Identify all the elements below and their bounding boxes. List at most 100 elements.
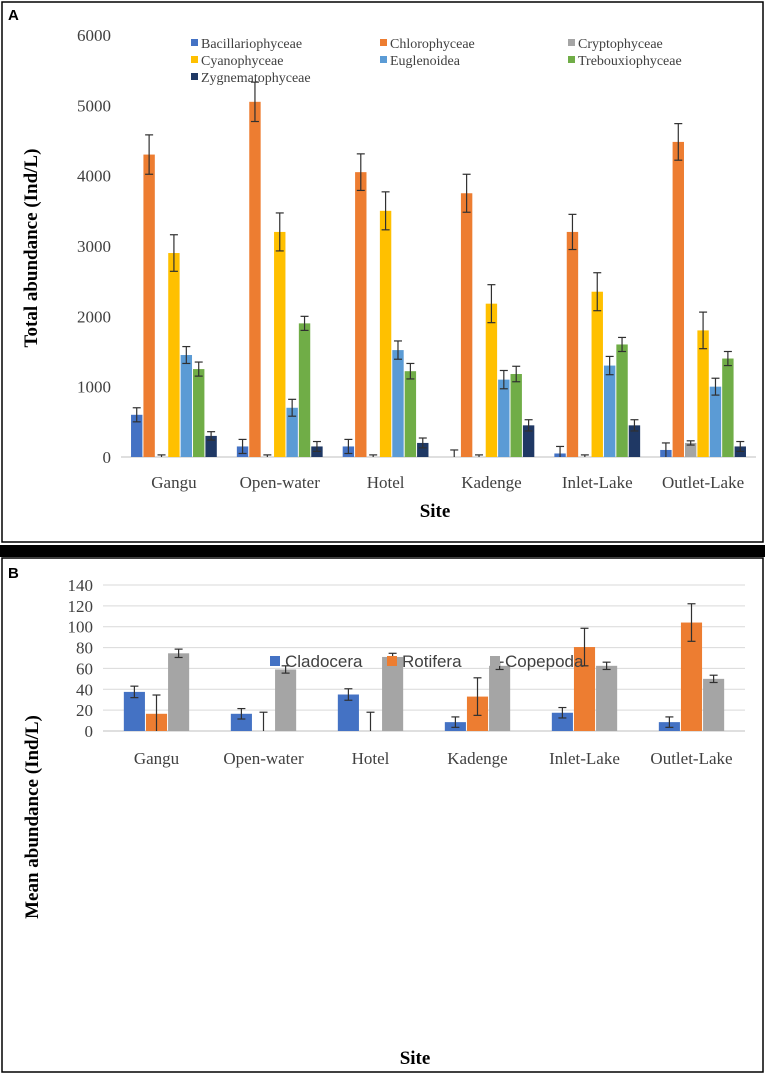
chart-a-error-bar-bacillariophyceae-outlet-lake bbox=[661, 442, 670, 457]
chart-a-bar-cyanophyceae-kadenge bbox=[485, 303, 498, 457]
chart-a-bar-chlorophyceae-gangu bbox=[143, 154, 155, 458]
chart-a-bar-bacillariophyceae-gangu bbox=[131, 414, 143, 457]
panel-a-y-axis-title: Total abundance (Ind/L) bbox=[21, 149, 42, 348]
chart-a-bar-chlorophyceae-hotel bbox=[355, 172, 367, 457]
chart-a-y-tick-label: 2000 bbox=[77, 307, 111, 326]
chart-a-bar-euglenoidea-hotel bbox=[392, 350, 404, 457]
chart-a-y-tick-label: 0 bbox=[103, 448, 112, 467]
chart-b-bar-rotifera-inlet-lake bbox=[573, 647, 596, 731]
chart-a-error-bar-trebouxiophyceae-inlet-lake bbox=[618, 336, 627, 353]
panel-b-label: B bbox=[8, 565, 19, 582]
chart-a-legend-label-euglenoidea: Euglenoidea bbox=[390, 54, 461, 69]
chart-a-error-bar-euglenoidea-open-water bbox=[288, 398, 297, 417]
chart-a-error-bar-trebouxiophyceae-gangu bbox=[194, 361, 203, 377]
chart-b-y-tick-label: 140 bbox=[68, 576, 94, 595]
chart-a-bar-cyanophyceae-open-water bbox=[274, 231, 286, 457]
chart-b-legend-label-rotifera: Rotifera bbox=[402, 652, 462, 671]
panel-a: A 0 1000 2000 3000 4000 5000 6000 Gangu Open-wa… bbox=[1, 1, 764, 543]
chart-b-bar-copepoda-kadenge bbox=[489, 665, 511, 731]
chart-a-error-bar-cryptophyceae-gangu bbox=[157, 454, 166, 457]
chart-a-bar-euglenoidea-inlet-lake bbox=[603, 365, 616, 457]
chart-b-bar-cladocera-hotel bbox=[337, 694, 359, 731]
chart-a-x-tick-outlet-lake: Outlet-Lake bbox=[662, 473, 744, 492]
chart-a-bar-zygnematophyceae-hotel bbox=[417, 442, 429, 457]
chart-a-error-bar-bacillariophyceae-hotel bbox=[344, 438, 353, 455]
chart-b-y-tick-label: 60 bbox=[76, 659, 93, 678]
chart-a-error-bar-chlorophyceae-outlet-lake bbox=[674, 123, 683, 161]
chart-b-error-bar-rotifera-kadenge bbox=[473, 677, 482, 716]
chart-b-error-bar-rotifera-gangu bbox=[152, 694, 161, 731]
chart-b-error-bar-copepoda-outlet-lake bbox=[709, 674, 718, 684]
chart-b-x-tick-gangu: Gangu bbox=[134, 749, 180, 768]
chart-b-error-bar-cladocera-inlet-lake bbox=[558, 706, 567, 719]
chart-a-error-bar-cyanophyceae-open-water bbox=[275, 212, 284, 252]
chart-a-y-tick-label: 4000 bbox=[77, 167, 111, 186]
chart-b-bar-copepoda-open-water bbox=[275, 669, 297, 731]
chart-a-legend-label-chlorophyceae: Chlorophyceae bbox=[390, 37, 475, 52]
chart-a-bar-euglenoidea-outlet-lake bbox=[709, 386, 722, 457]
chart-b-error-bar-cladocera-open-water bbox=[237, 707, 246, 720]
chart-b-bar-cladocera-inlet-lake bbox=[551, 712, 573, 731]
chart-a-x-tick-gangu: Gangu bbox=[151, 473, 197, 492]
chart-a-bar-trebouxiophyceae-kadenge bbox=[510, 374, 522, 457]
chart-a-error-bar-cyanophyceae-hotel bbox=[381, 191, 390, 231]
chart-a-error-bar-euglenoidea-hotel bbox=[393, 340, 402, 360]
chart-a-bar-chlorophyceae-open-water bbox=[249, 101, 261, 458]
chart-a-error-bar-cyanophyceae-outlet-lake bbox=[699, 311, 708, 350]
chart-a-error-bar-cryptophyceae-hotel bbox=[369, 454, 378, 457]
chart-a-bar-cyanophyceae-hotel bbox=[379, 210, 392, 457]
panel-b-x-axis-title: Site bbox=[400, 1048, 431, 1069]
chart-b-error-bar-copepoda-inlet-lake bbox=[602, 661, 611, 671]
chart-a-error-bar-chlorophyceae-inlet-lake bbox=[568, 213, 577, 251]
chart-a-error-bar-cyanophyceae-inlet-lake bbox=[593, 272, 602, 312]
chart-a-error-bar-cryptophyceae-kadenge bbox=[475, 454, 484, 457]
chart-b-error-bar-copepoda-open-water bbox=[281, 665, 290, 674]
chart-a-x-tick-open-water: Open-water bbox=[240, 473, 321, 492]
chart-a-error-bar-cryptophyceae-open-water bbox=[263, 454, 272, 457]
chart-a-legend-swatch-cyanophyceae bbox=[191, 56, 198, 63]
chart-b-y-tick-label: 100 bbox=[68, 618, 94, 637]
chart-b-y-tick-label: 120 bbox=[68, 597, 94, 616]
chart-b-x-tick-open-water: Open-water bbox=[223, 749, 304, 768]
chart-a-error-bar-euglenoidea-outlet-lake bbox=[711, 377, 720, 396]
chart-a-error-bar-trebouxiophyceae-outlet-lake bbox=[723, 350, 732, 367]
chart-a-bar-trebouxiophyceae-outlet-lake bbox=[722, 358, 734, 457]
chart-a-y-tick-label: 1000 bbox=[77, 378, 111, 397]
chart-b-y-tick-label: 0 bbox=[85, 722, 94, 741]
chart-a-error-bar-zygnematophyceae-gangu bbox=[207, 431, 216, 441]
panel-a-label: A bbox=[8, 7, 19, 24]
chart-a-x-tick-inlet-lake: Inlet-Lake bbox=[562, 473, 633, 492]
chart-b-legend-swatch-cladocera bbox=[270, 656, 280, 666]
chart-b-y-tick-label: 80 bbox=[76, 639, 93, 658]
chart-a-y-tick-label: 6000 bbox=[77, 26, 111, 45]
chart-a-bar-chlorophyceae-inlet-lake bbox=[566, 231, 579, 457]
chart-a-legend-label-zygnematophyceae: Zygnematophyceae bbox=[201, 71, 311, 86]
chart-b-x-tick-kadenge: Kadenge bbox=[447, 749, 507, 768]
chart-a-error-bar-cryptophyceae-outlet-lake bbox=[686, 440, 695, 446]
chart-b-x-tick-hotel: Hotel bbox=[352, 749, 390, 768]
chart-a-bar-cyanophyceae-gangu bbox=[168, 253, 180, 457]
chart-a-bar-euglenoidea-gangu bbox=[180, 355, 193, 457]
chart-a-legend-label-bacillariophyceae: Bacillariophyceae bbox=[201, 37, 302, 52]
chart-a-error-bar-trebouxiophyceae-hotel bbox=[406, 362, 415, 380]
chart-b-y-tick-label: 20 bbox=[76, 701, 93, 720]
chart-a-bar-zygnematophyceae-inlet-lake bbox=[628, 425, 641, 457]
chart-b-bar-copepoda-inlet-lake bbox=[596, 665, 618, 731]
chart-b-error-bar-rotifera-hotel bbox=[366, 711, 375, 731]
chart-a-legend-label-cryptophyceae: Cryptophyceae bbox=[578, 37, 663, 52]
chart-b-bar-cladocera-open-water bbox=[230, 713, 252, 731]
chart-b-x-tick-outlet-lake: Outlet-Lake bbox=[650, 749, 732, 768]
chart-a-legend-swatch-bacillariophyceae bbox=[191, 39, 198, 46]
panel-b-border bbox=[1, 557, 764, 1073]
chart-a-x-tick-hotel: Hotel bbox=[367, 473, 405, 492]
chart-a-error-bar-trebouxiophyceae-open-water bbox=[300, 315, 309, 331]
chart-b-error-bar-copepoda-gangu bbox=[174, 648, 183, 659]
chart-a-error-bar-euglenoidea-gangu bbox=[182, 345, 191, 365]
chart-a-bar-cyanophyceae-outlet-lake bbox=[697, 330, 709, 457]
chart-a-error-bar-chlorophyceae-hotel bbox=[356, 153, 365, 192]
chart-a-error-bar-cyanophyceae-kadenge bbox=[487, 284, 496, 324]
chart-b-error-bar-cladocera-gangu bbox=[130, 685, 139, 699]
chart-a-legend-swatch-chlorophyceae bbox=[380, 39, 387, 46]
chart-b-bar-copepoda-hotel bbox=[382, 656, 404, 731]
